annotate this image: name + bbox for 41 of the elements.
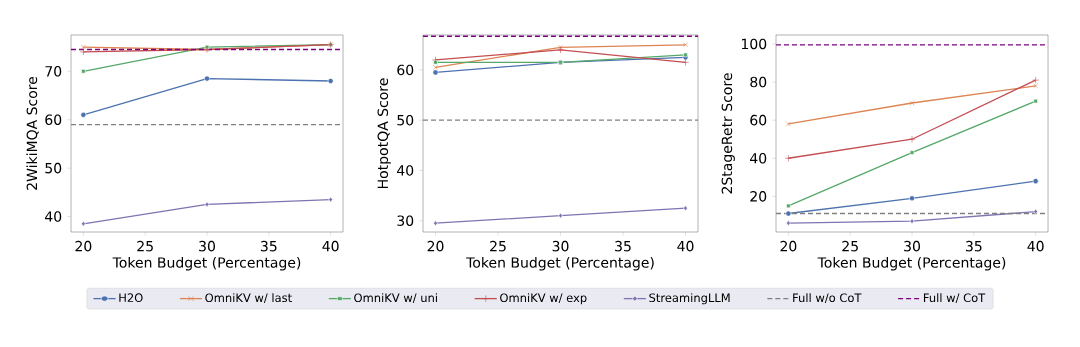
x-tick-label: 20 — [75, 240, 92, 252]
legend-label: OmniKV w/ last — [205, 293, 292, 303]
x-tick-label: 30 — [904, 240, 920, 252]
y-tick-label: 60 — [45, 114, 62, 125]
y-tick-label: 60 — [397, 64, 414, 76]
y-tick-label: 40 — [397, 165, 414, 176]
x-tick-label: 35 — [615, 240, 631, 252]
legend-label: Full w/ CoT — [923, 293, 986, 303]
x-axis-title: Token Budget (Percentage) — [112, 256, 301, 271]
legend-label: Full w/o CoT — [793, 293, 862, 303]
x-tick-label: 25 — [842, 240, 858, 252]
legend-label: StreamingLLM — [649, 293, 730, 305]
x-tick-label: 35 — [260, 240, 277, 252]
x-tick-label: 20 — [427, 240, 444, 252]
x-tick-label: 25 — [490, 240, 506, 252]
x-axis-title: Token Budget (Percentage) — [466, 256, 654, 271]
y-tick-label: 50 — [397, 114, 414, 126]
x-axis-title: Token Budget (Percentage) — [817, 256, 1006, 271]
x-tick-label: 35 — [965, 240, 982, 252]
y-tick-label: 100 — [741, 38, 767, 50]
y-tick-label: 40 — [45, 211, 62, 222]
x-tick-label: 40 — [1027, 240, 1044, 252]
x-tick-label: 40 — [322, 240, 339, 252]
legend-label: OmniKV w/ uni — [354, 293, 437, 303]
legend-label: H2O — [119, 293, 143, 302]
x-tick-label: 30 — [552, 240, 569, 252]
y-axis-title: HotpotQA Score — [377, 78, 391, 189]
y-tick-label: 70 — [45, 66, 62, 77]
legend-label: OmniKV w/ exp — [500, 293, 587, 305]
y-tick-label: 40 — [750, 152, 767, 164]
x-tick-label: 30 — [199, 240, 215, 252]
x-tick-label: 20 — [780, 240, 797, 252]
x-tick-label: 25 — [137, 240, 153, 252]
y-tick-label: 80 — [750, 76, 767, 88]
y-tick-label: 30 — [397, 215, 414, 226]
y-tick-label: 50 — [45, 162, 62, 174]
y-tick-label: 60 — [750, 114, 767, 126]
y-axis-title: 2StageRetr Score — [721, 73, 735, 194]
y-tick-label: 20 — [750, 191, 767, 202]
x-tick-label: 40 — [677, 240, 694, 252]
y-axis-title: 2WikiMQA Score — [26, 76, 39, 190]
